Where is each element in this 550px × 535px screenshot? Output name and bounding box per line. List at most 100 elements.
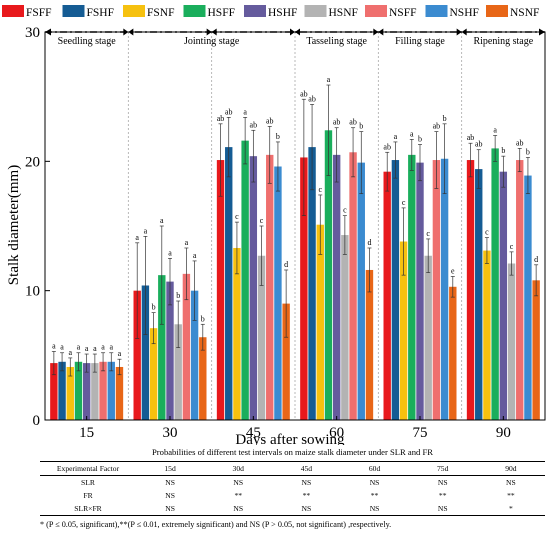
bar xyxy=(440,158,449,420)
table-cell: NS xyxy=(136,502,205,516)
bar xyxy=(182,273,191,420)
significance-letter: a xyxy=(168,248,172,257)
significance-letter: ab xyxy=(433,122,441,131)
stage-arrow xyxy=(206,28,212,36)
bar-chart: FSFF FSHF FSNF HSFF HSHF HSNF NSFF NSHF NSNF a aa… xyxy=(2,5,546,445)
bar xyxy=(241,140,249,420)
significance-letter: a xyxy=(118,349,122,358)
stage-label: Tasseling stage xyxy=(306,36,367,47)
significance-letter: ab xyxy=(250,120,258,129)
bar xyxy=(158,275,166,420)
significance-letter: c xyxy=(485,228,489,237)
significance-letter: c xyxy=(426,229,430,238)
bar xyxy=(190,290,199,420)
legend-swatch xyxy=(486,5,508,17)
significance-letter: b xyxy=(443,114,447,123)
stage-label: Ripening stage xyxy=(473,36,533,47)
bar xyxy=(324,130,333,420)
x-tick-label: 75 xyxy=(413,425,428,441)
bar xyxy=(399,241,408,420)
legend-label: HSFF xyxy=(208,7,236,19)
legend-label: FSNF xyxy=(147,7,175,19)
significance-letter: a xyxy=(394,132,398,141)
significance-letter: b xyxy=(359,122,363,131)
significance-letter: a xyxy=(101,343,105,352)
legend-swatch xyxy=(304,5,327,17)
stage-arrow-left xyxy=(45,28,51,36)
bar xyxy=(349,152,357,420)
bar xyxy=(216,160,225,421)
significance-letter: ab xyxy=(467,133,475,142)
y-tick-label: 0 xyxy=(33,413,41,429)
bar xyxy=(50,363,58,420)
table-cell: ** xyxy=(234,491,243,500)
bar xyxy=(383,171,391,420)
legend-label: NSNF xyxy=(510,7,539,19)
bar xyxy=(516,160,524,421)
legend-swatch xyxy=(183,5,206,17)
bar xyxy=(300,157,308,420)
bar xyxy=(74,361,83,420)
significance-letter: ab xyxy=(349,118,357,127)
table-cell: ** xyxy=(302,491,311,500)
significance-letter: a xyxy=(77,343,81,352)
table-cell: NS xyxy=(165,491,175,500)
stage-arrow xyxy=(123,28,129,36)
bar xyxy=(308,147,316,420)
bar xyxy=(507,263,516,420)
bar xyxy=(532,280,540,420)
bar xyxy=(91,363,99,420)
stage-dividers xyxy=(127,32,463,420)
significance-letter: ab xyxy=(383,142,391,151)
legend-swatch xyxy=(123,5,145,17)
significance-letter: b xyxy=(501,146,505,155)
stage-arrow xyxy=(295,28,300,36)
x-axis-label: Days after sowing xyxy=(235,432,345,445)
table-header-cell: 60d xyxy=(340,461,409,476)
bar xyxy=(174,324,182,420)
bar xyxy=(115,366,124,420)
table-cell: NS xyxy=(506,478,516,487)
bar xyxy=(365,269,374,420)
significance-letter: b xyxy=(526,147,530,156)
significance-letter: b xyxy=(176,291,180,300)
bar xyxy=(199,337,207,420)
table-header-cell: 90d xyxy=(476,461,545,476)
bar xyxy=(141,285,150,420)
table-cell: SLR×FR xyxy=(40,502,136,516)
bar xyxy=(466,160,475,421)
x-tick-label: 30 xyxy=(163,425,178,441)
legend-label: HSNF xyxy=(329,7,358,19)
significance-letter: a xyxy=(160,216,164,225)
table-header-cell: 15d xyxy=(136,461,205,476)
significance-letter: ab xyxy=(217,114,225,123)
table-footnote: * (P ≤ 0.05, significant),**(P ≤ 0.01, e… xyxy=(40,520,392,529)
stage-arrow xyxy=(461,28,467,36)
table-cell: FR xyxy=(83,491,93,500)
significance-letter: c xyxy=(510,242,514,251)
x-tick-label: 45 xyxy=(246,425,261,441)
significance-letter: ab xyxy=(475,140,483,149)
stage-labels: Seedling stage Jointing stage Tasseling st… xyxy=(45,28,545,47)
significance-letter: b xyxy=(276,132,280,141)
bar xyxy=(408,154,416,420)
table-row: FR NS ** ** ** ** ** xyxy=(40,489,545,502)
significance-letter: c xyxy=(235,212,239,221)
legend-label: FSHF xyxy=(87,7,115,19)
table-row: SLR NS NS NS NS NS NS xyxy=(40,476,545,490)
significance-letter: a xyxy=(135,233,139,242)
significance-letter: a xyxy=(60,343,64,352)
table-cell: NS xyxy=(369,478,380,487)
table-cell: ** xyxy=(507,491,515,500)
significance-letter: a xyxy=(493,125,497,134)
significance-letter: a xyxy=(243,107,247,116)
bar xyxy=(499,171,508,420)
significance-letter: b xyxy=(418,135,422,144)
significance-letter: a xyxy=(193,251,197,260)
bar xyxy=(391,160,400,421)
significance-letter: a xyxy=(52,341,56,350)
significance-letter: a xyxy=(93,344,97,353)
bar xyxy=(274,166,282,420)
bars-group: a aaa a a a aaaabaabaabababcaabcabbdababcaabc… xyxy=(50,75,540,421)
table-cell: NS xyxy=(340,502,409,516)
